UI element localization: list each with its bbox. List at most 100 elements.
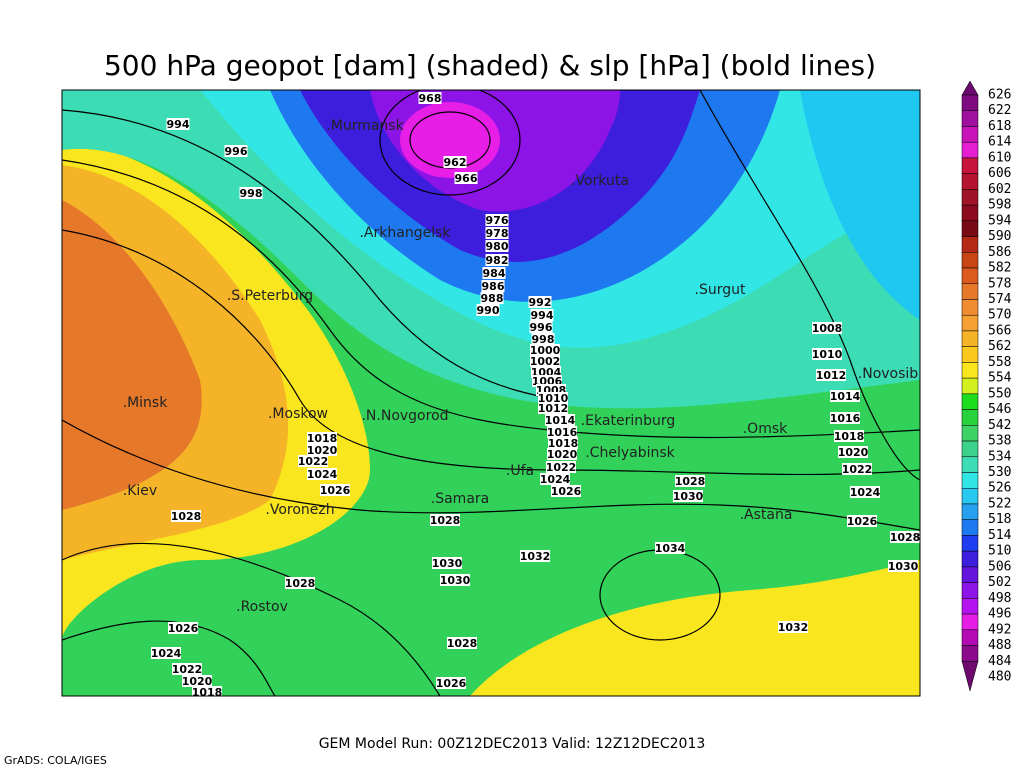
isobar-label: 1030 [440, 574, 471, 587]
isobar-label-bg [830, 412, 860, 424]
isobar-label: 1010 [812, 348, 843, 361]
isobar-label: 1030 [888, 560, 919, 573]
isobar-value: 1018 [307, 432, 338, 445]
isobar-label-bg [481, 280, 505, 292]
colorbar-swatch [961, 204, 979, 222]
isobar-label: 978 [485, 227, 509, 240]
isobar-value: 986 [482, 280, 505, 293]
isobar-label-bg [485, 240, 509, 252]
isobar-label: 994 [530, 309, 554, 322]
isobar-label: 984 [482, 267, 506, 280]
map-field: .Murmansk .Vorkuta .Arkhangelsk .S.Peterbur… [62, 90, 920, 696]
isobar-label-bg [482, 267, 506, 279]
isobar-label: 1028 [171, 510, 202, 523]
isobar-label-bg [430, 514, 460, 526]
isobar-value: 1008 [812, 322, 843, 335]
isobar-label-bg [320, 484, 350, 496]
city-label: .S.Peterburg [227, 288, 313, 304]
colorbar-label: 594 [988, 213, 1012, 228]
isobar-label-bg [538, 392, 568, 404]
isobar-label-bg [520, 550, 550, 562]
colorbar-swatch [961, 141, 979, 159]
isobar-value: 1018 [548, 437, 579, 450]
colorbar-label: 498 [988, 591, 1011, 606]
isobar-label-bg [547, 448, 577, 460]
isobar-label-bg [443, 156, 467, 168]
colorbar-label: 530 [988, 465, 1011, 480]
colorbar-label: 484 [988, 654, 1012, 669]
isobar-label: 1018 [548, 437, 579, 450]
isobar-label: 992 [528, 296, 552, 309]
isobar-value: 994 [531, 309, 554, 322]
city-label: .Vorkuta [571, 173, 629, 189]
isobar-label: 1020 [182, 675, 213, 688]
isobar-value: 998 [532, 333, 555, 346]
isobar-label-bg [485, 227, 509, 239]
isobar-label-bg [432, 557, 462, 569]
city-label: .Omsk [743, 421, 788, 437]
isobar-value: 1022 [842, 463, 873, 476]
shade-orange [62, 200, 202, 510]
colorbar-swatch [961, 425, 979, 442]
credit: GrADS: COLA/IGES [4, 754, 107, 767]
colorbar-label: 614 [988, 135, 1012, 150]
shade-yellow-south [470, 560, 920, 696]
isobar-label-bg [548, 437, 578, 449]
isobar-value: 978 [486, 227, 509, 240]
isobar-label-bg [547, 426, 577, 438]
colorbar-swatch [961, 346, 979, 363]
isobar-label: 1014 [545, 414, 576, 427]
colorbar-swatch [961, 94, 979, 111]
colorbar-cap [961, 661, 979, 692]
colorbar-swatch [961, 314, 979, 332]
colorbar-swatch [961, 126, 979, 143]
isobar-label-bg [528, 296, 552, 308]
isobar-value: 1026 [168, 622, 199, 635]
isobar-label-bg [480, 292, 504, 304]
isobar-label: 1024 [850, 486, 881, 499]
colorbar-label: 496 [988, 607, 1011, 622]
isobar-label: 1018 [192, 686, 222, 696]
isobar-label-bg [850, 486, 880, 498]
isobar-label: 988 [480, 292, 504, 305]
isobar-value: 1024 [151, 647, 182, 660]
isobar-value: 976 [486, 214, 509, 227]
isobar-label: 1026 [551, 485, 582, 498]
isobar-label-bg [530, 355, 560, 367]
colorbar-label: 618 [988, 119, 1011, 134]
colorbar-label: 526 [988, 481, 1011, 496]
isobar-value: 1024 [540, 473, 571, 486]
colorbar-label: 522 [988, 496, 1011, 511]
city-label: .Surgut [695, 282, 746, 298]
colorbar-swatch [961, 283, 979, 300]
colorbar-label: 622 [988, 103, 1011, 118]
city-label: .Voronezh [265, 502, 334, 518]
isobar-value: 1016 [830, 412, 861, 425]
colorbar-label: 506 [988, 559, 1011, 574]
isobar [62, 419, 920, 531]
colorbar-label: 602 [988, 182, 1011, 197]
isobar-label-bg [172, 663, 202, 675]
isobar [62, 109, 561, 401]
isobar-label-bg [224, 145, 248, 157]
colorbar-swatch [961, 236, 979, 253]
isobar-value: 1020 [182, 675, 213, 688]
isobar-label-bg [838, 446, 868, 458]
isobar-label: 1028 [430, 514, 460, 527]
isobar-value: 998 [240, 187, 263, 200]
isobar-value: 996 [530, 321, 553, 334]
city-label: .Ufa [506, 463, 534, 479]
isobar [62, 620, 276, 696]
isobar-label-bg [192, 686, 222, 696]
isobar-label-bg [540, 473, 570, 485]
isobar-value: 1020 [838, 446, 869, 459]
isobar-value: 982 [486, 254, 509, 267]
isobar-label: 1034 [655, 542, 686, 555]
colorbar-label: 538 [988, 434, 1011, 449]
isobar-label-bg [440, 574, 470, 586]
isobar-label: 1030 [432, 557, 463, 570]
isobar-label-bg [842, 463, 872, 475]
isobar-value: 1028 [171, 510, 202, 523]
isobar-value: 1032 [520, 550, 551, 563]
colorbar-swatch [961, 645, 979, 662]
